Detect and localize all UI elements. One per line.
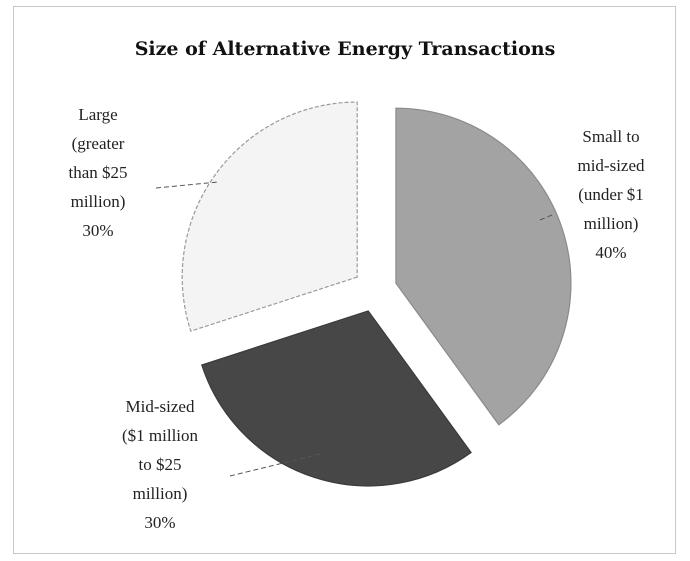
slice-label-mid: Mid-sized ($1 million to $25 million) 30% bbox=[90, 392, 230, 537]
slice-label-line: 40% bbox=[595, 243, 627, 262]
slice-label-line: million) bbox=[70, 192, 126, 211]
leader-line-large bbox=[155, 181, 219, 189]
slice-label-line: 30% bbox=[144, 513, 176, 532]
pie-slice-mid bbox=[201, 310, 472, 487]
chart-title: Size of Alternative Energy Transactions bbox=[134, 38, 556, 60]
slice-label-line: (greater bbox=[71, 134, 125, 153]
slice-label-line: than $25 bbox=[68, 163, 128, 182]
slice-label-line: (under $1 bbox=[578, 185, 644, 204]
slice-label-line: Large bbox=[78, 105, 118, 124]
slice-label-small: Small to mid-sized (under $1 million) 40% bbox=[548, 122, 674, 267]
pie-slice-small bbox=[395, 107, 572, 426]
slice-label-line: ($1 million bbox=[121, 426, 199, 445]
slice-label-line: million) bbox=[583, 214, 639, 233]
leader-line-small bbox=[539, 214, 553, 221]
slice-label-line: to $25 bbox=[138, 455, 182, 474]
pie-slice-large bbox=[181, 101, 358, 332]
slice-label-large: Large (greater than $25 million) 30% bbox=[40, 100, 156, 245]
slice-label-line: Small to bbox=[582, 127, 640, 146]
slice-label-line: mid-sized bbox=[577, 156, 645, 175]
slice-label-line: 30% bbox=[82, 221, 114, 240]
slice-label-line: million) bbox=[132, 484, 188, 503]
slice-label-line: Mid-sized bbox=[125, 397, 195, 416]
